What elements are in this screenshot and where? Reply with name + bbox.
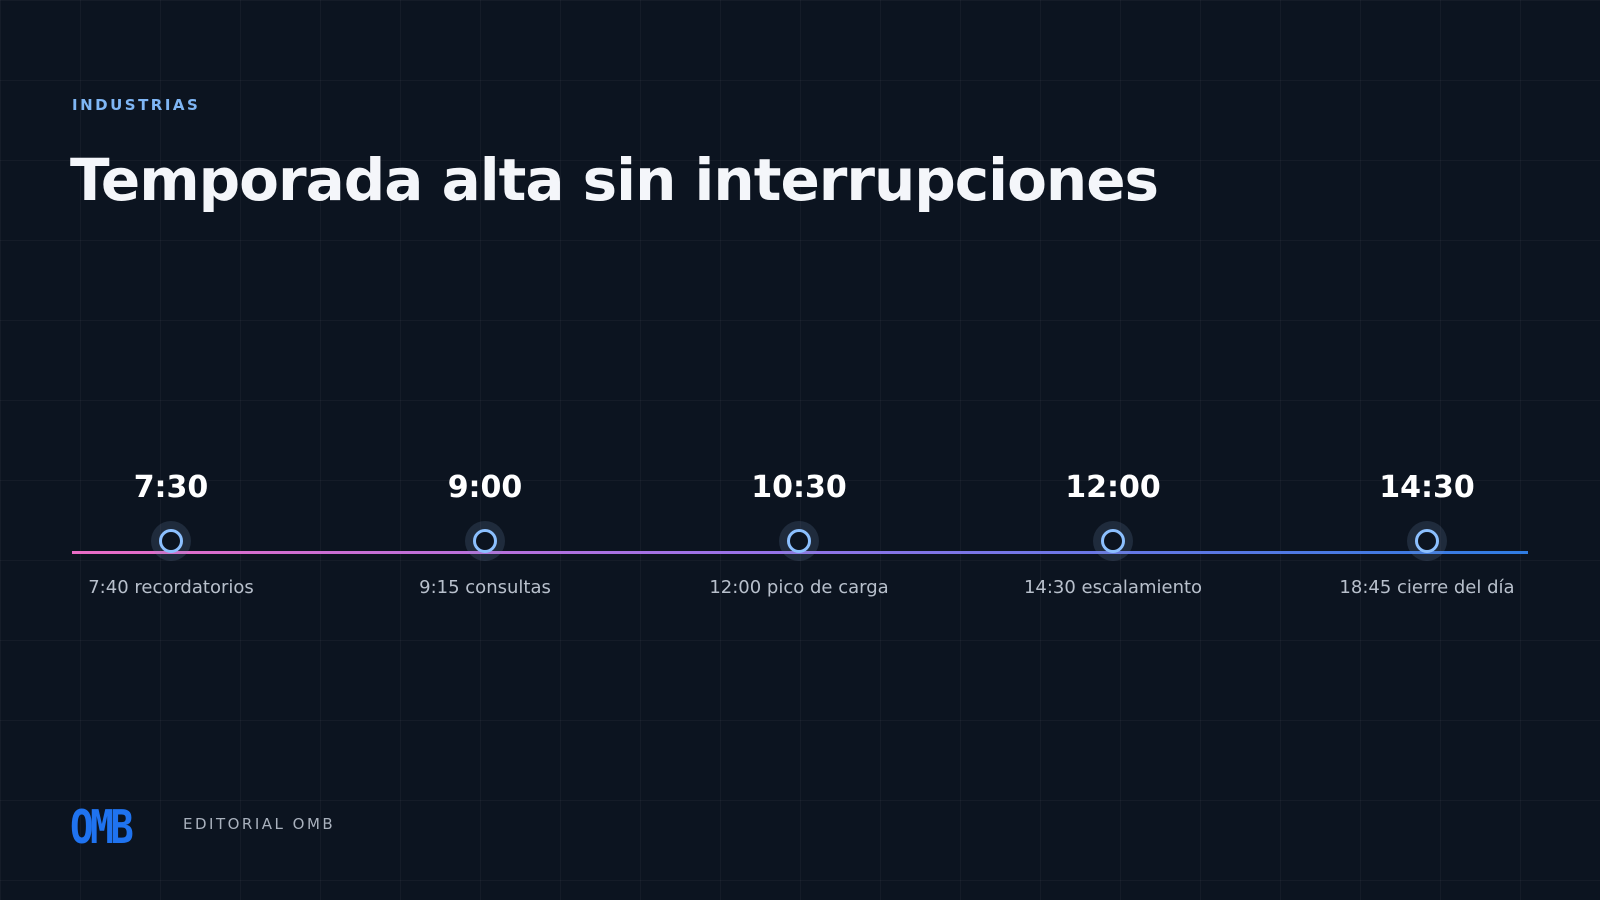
milestone-label: 14:30 escalamiento xyxy=(1023,577,1203,598)
brand: EDITORIAL OMB xyxy=(183,815,336,833)
milestone-dot xyxy=(787,529,811,553)
milestone-time: 9:00 xyxy=(447,470,523,505)
milestone-dot xyxy=(159,529,183,553)
milestone-time: 14:30 xyxy=(1379,470,1475,505)
milestone-dot xyxy=(473,529,497,553)
milestone-label: 7:40 recordatorios xyxy=(88,577,254,598)
milestone-time: 12:00 xyxy=(1065,470,1161,505)
milestone-label: 9:15 consultas xyxy=(419,577,551,598)
logo: OMB xyxy=(70,800,134,854)
milestone-dot xyxy=(1415,529,1439,553)
milestone-time: 10:30 xyxy=(751,470,847,505)
title: Temporada alta sin interrupciones xyxy=(70,146,1159,214)
milestone-time: 7:30 xyxy=(133,470,209,505)
milestone-label: 18:45 cierre del día xyxy=(1339,577,1515,598)
milestone-label: 12:00 pico de carga xyxy=(709,577,889,598)
milestone-dot xyxy=(1101,529,1125,553)
eyebrow: INDUSTRIAS xyxy=(72,96,201,114)
